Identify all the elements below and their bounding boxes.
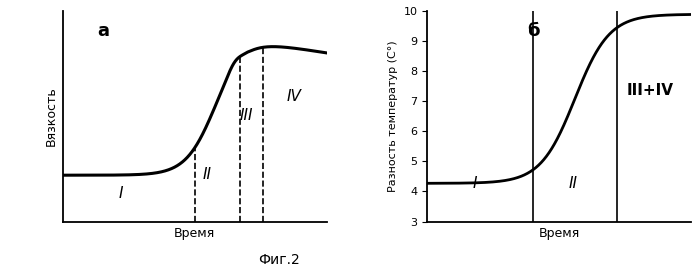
Text: III: III: [239, 108, 253, 123]
Y-axis label: Разность температур (С°): Разность температур (С°): [388, 40, 398, 192]
Text: III+IV: III+IV: [627, 83, 674, 98]
Text: I: I: [119, 186, 123, 201]
Y-axis label: Вязкость: Вязкость: [44, 86, 57, 146]
Text: II: II: [569, 176, 578, 191]
Text: б: б: [528, 22, 540, 40]
Text: Фиг.2: Фиг.2: [258, 253, 300, 267]
Text: I: I: [473, 176, 477, 191]
X-axis label: Время: Время: [538, 227, 579, 240]
X-axis label: Время: Время: [174, 227, 216, 240]
Text: IV: IV: [286, 89, 302, 104]
Text: II: II: [202, 167, 211, 182]
Text: а: а: [97, 22, 109, 40]
